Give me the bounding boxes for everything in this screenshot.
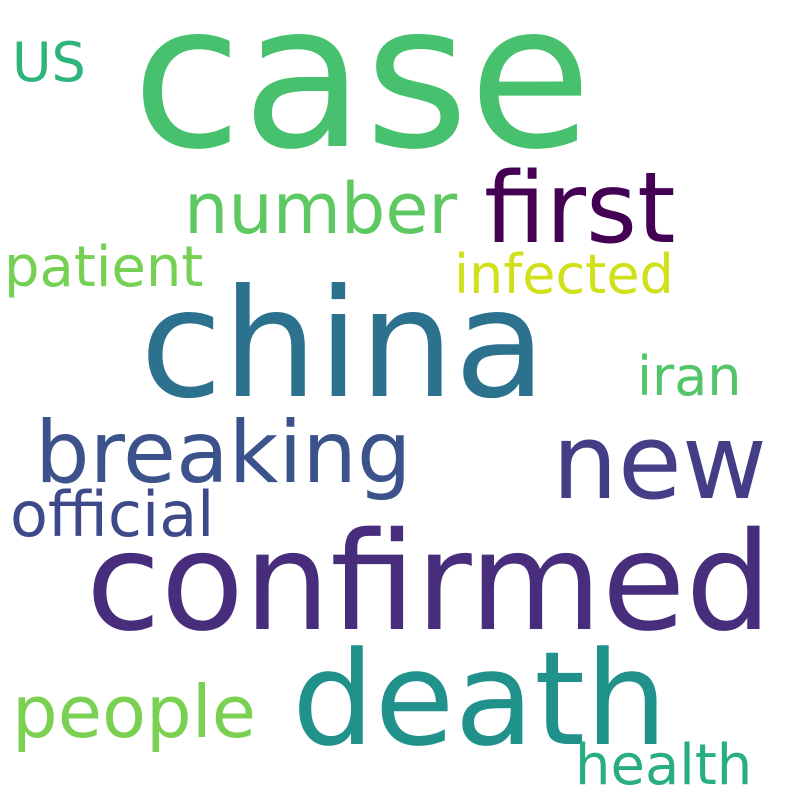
word-iran: iran xyxy=(637,345,742,408)
word-case: case xyxy=(132,0,592,194)
word-infected: infected xyxy=(454,243,674,306)
word-confirmed: confirmed xyxy=(86,504,772,662)
word-number: number xyxy=(184,168,458,250)
word-patient: patient xyxy=(4,235,204,300)
word-china: china xyxy=(140,258,547,432)
word-official: official xyxy=(10,478,215,551)
word-new: new xyxy=(552,401,767,523)
word-us: US xyxy=(12,31,86,94)
word-health: health xyxy=(575,733,753,798)
word-breaking: breaking xyxy=(35,403,412,503)
word-first: first xyxy=(484,152,676,266)
word-death: death xyxy=(292,623,668,775)
word-people: people xyxy=(12,670,257,754)
